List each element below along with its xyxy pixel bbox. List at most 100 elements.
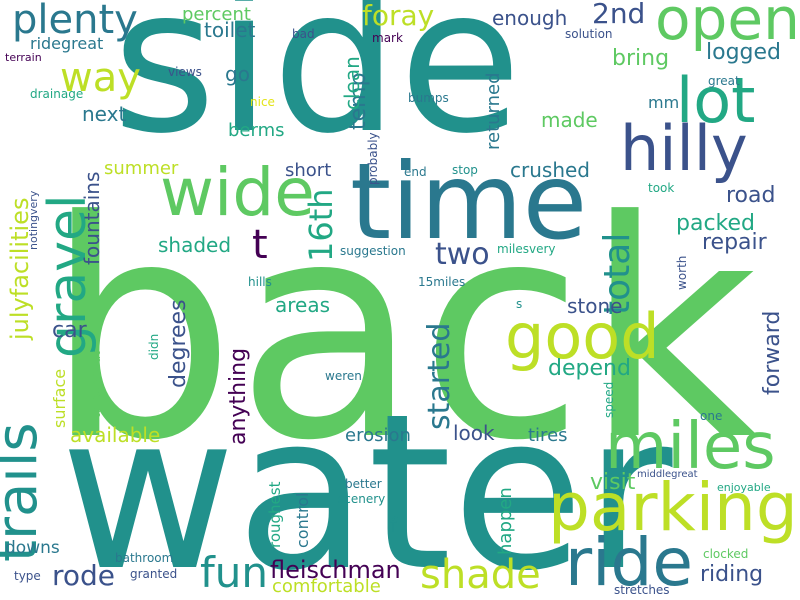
word-fountains: fountains [80,171,104,265]
word-clocked: clocked [703,547,749,561]
word-comfortable: comfortable [272,576,381,597]
word-took: took [648,181,675,195]
word-tires: tires [528,425,568,446]
word-bad: bad [292,27,315,41]
word-time: time [350,141,588,263]
word-ride: ride [565,524,693,600]
word-terrain: terrain [5,51,42,64]
word-areas: areas [275,293,331,317]
word-enough: enough [492,6,568,30]
word-wide: wide [160,154,315,231]
word-one: one [700,409,723,423]
word-milesvery: milesvery [497,242,556,256]
word-clean: clean [340,56,364,110]
word-good: good [505,300,660,373]
word-started: started [422,322,457,430]
word-plenty: plenty [12,0,138,43]
word-worth: worth [675,255,689,290]
word-f: f [390,513,398,537]
word-packed: packed [676,211,755,236]
word-shade: shade [420,552,541,598]
word-returned: returned [483,72,504,150]
word-side: side [112,0,522,178]
word-middlegreat: middlegreat [637,469,698,480]
word-visit: visit [590,470,636,495]
word-way: way [60,55,141,101]
word-notingvery: notingvery [27,190,40,250]
word-shaded: shaded [158,233,232,257]
word-stop: stop [452,163,478,177]
word-enjoyable: enjoyable [717,481,771,494]
word-speed: speed [602,381,616,418]
word-scenery: scenery [338,492,386,506]
word-toilet: toilet [204,18,256,42]
word-end: end [404,165,427,179]
word-depend: depend [548,356,631,381]
word-drainage: drainage [30,87,84,101]
word-granted: granted [130,567,178,581]
word-suggestion: suggestion [340,244,406,258]
word-fun: fun [200,548,269,597]
word-water: water [60,367,673,600]
word-bathroom: bathroom [115,551,174,565]
word-probably: probably [366,132,380,185]
word-logged: logged [706,40,782,65]
word-downs: downs [5,538,60,558]
word-made: made [541,108,598,132]
word-open: open [655,0,800,53]
word-happen: happen [495,487,516,555]
word-hilly: hilly [620,112,748,185]
word-two: two [435,237,490,272]
word-better: better [345,477,382,491]
word-stretches: stretches [614,583,670,597]
word-weren: weren [325,369,362,383]
word-rode: rode [52,559,116,592]
word-roughest: roughest [266,481,284,548]
word-bumps: bumps [408,91,449,105]
word-ridegreat: ridegreat [30,34,104,53]
word-stone: stone [567,294,623,318]
word-s: s [516,297,523,311]
word-available: available [70,423,161,447]
word-short: short [285,160,332,181]
word-2nd: 2nd [592,0,646,30]
word-hills: hills [248,275,272,289]
word-mark: mark [372,31,403,45]
word-summer: summer [104,158,179,179]
word-great: great [708,74,740,88]
word-foray: foray [362,0,435,32]
word-road: road [726,183,776,208]
word-percent: percent [182,4,251,25]
word-15miles: 15miles [418,275,466,289]
word-16th: 16th [302,188,340,262]
word-next: next [82,102,127,126]
word-back: back [45,157,758,506]
word-t: t [252,222,268,268]
word-solution: solution [565,27,613,41]
word-type: type [14,569,41,583]
word-repair: repair [702,230,767,255]
word-erosion: erosion [345,425,411,446]
word-mm: mm [648,93,680,112]
word-anything: anything [226,347,251,445]
word-fleischman: fleischman [270,556,401,584]
word-nice: nice [250,95,275,109]
word-look: look [453,421,495,445]
word-crushed: crushed [510,158,590,182]
word-bring: bring [612,46,670,71]
word-throughout: throughout [89,351,103,418]
word-degrees: degrees [166,299,191,388]
word-parking: parking [548,469,798,546]
word-car: car [52,318,87,343]
word-lot2: lot [676,64,756,137]
word-views: views [168,65,202,79]
word-control: control [293,492,312,548]
word-didn: didn [147,333,161,360]
word-go: go [225,62,250,86]
word-berms: berms [228,120,285,141]
word-riding: riding [700,562,764,587]
word-forward: forward [760,310,785,395]
word-miles: miles [605,410,776,484]
word-surface: surface [50,368,69,428]
